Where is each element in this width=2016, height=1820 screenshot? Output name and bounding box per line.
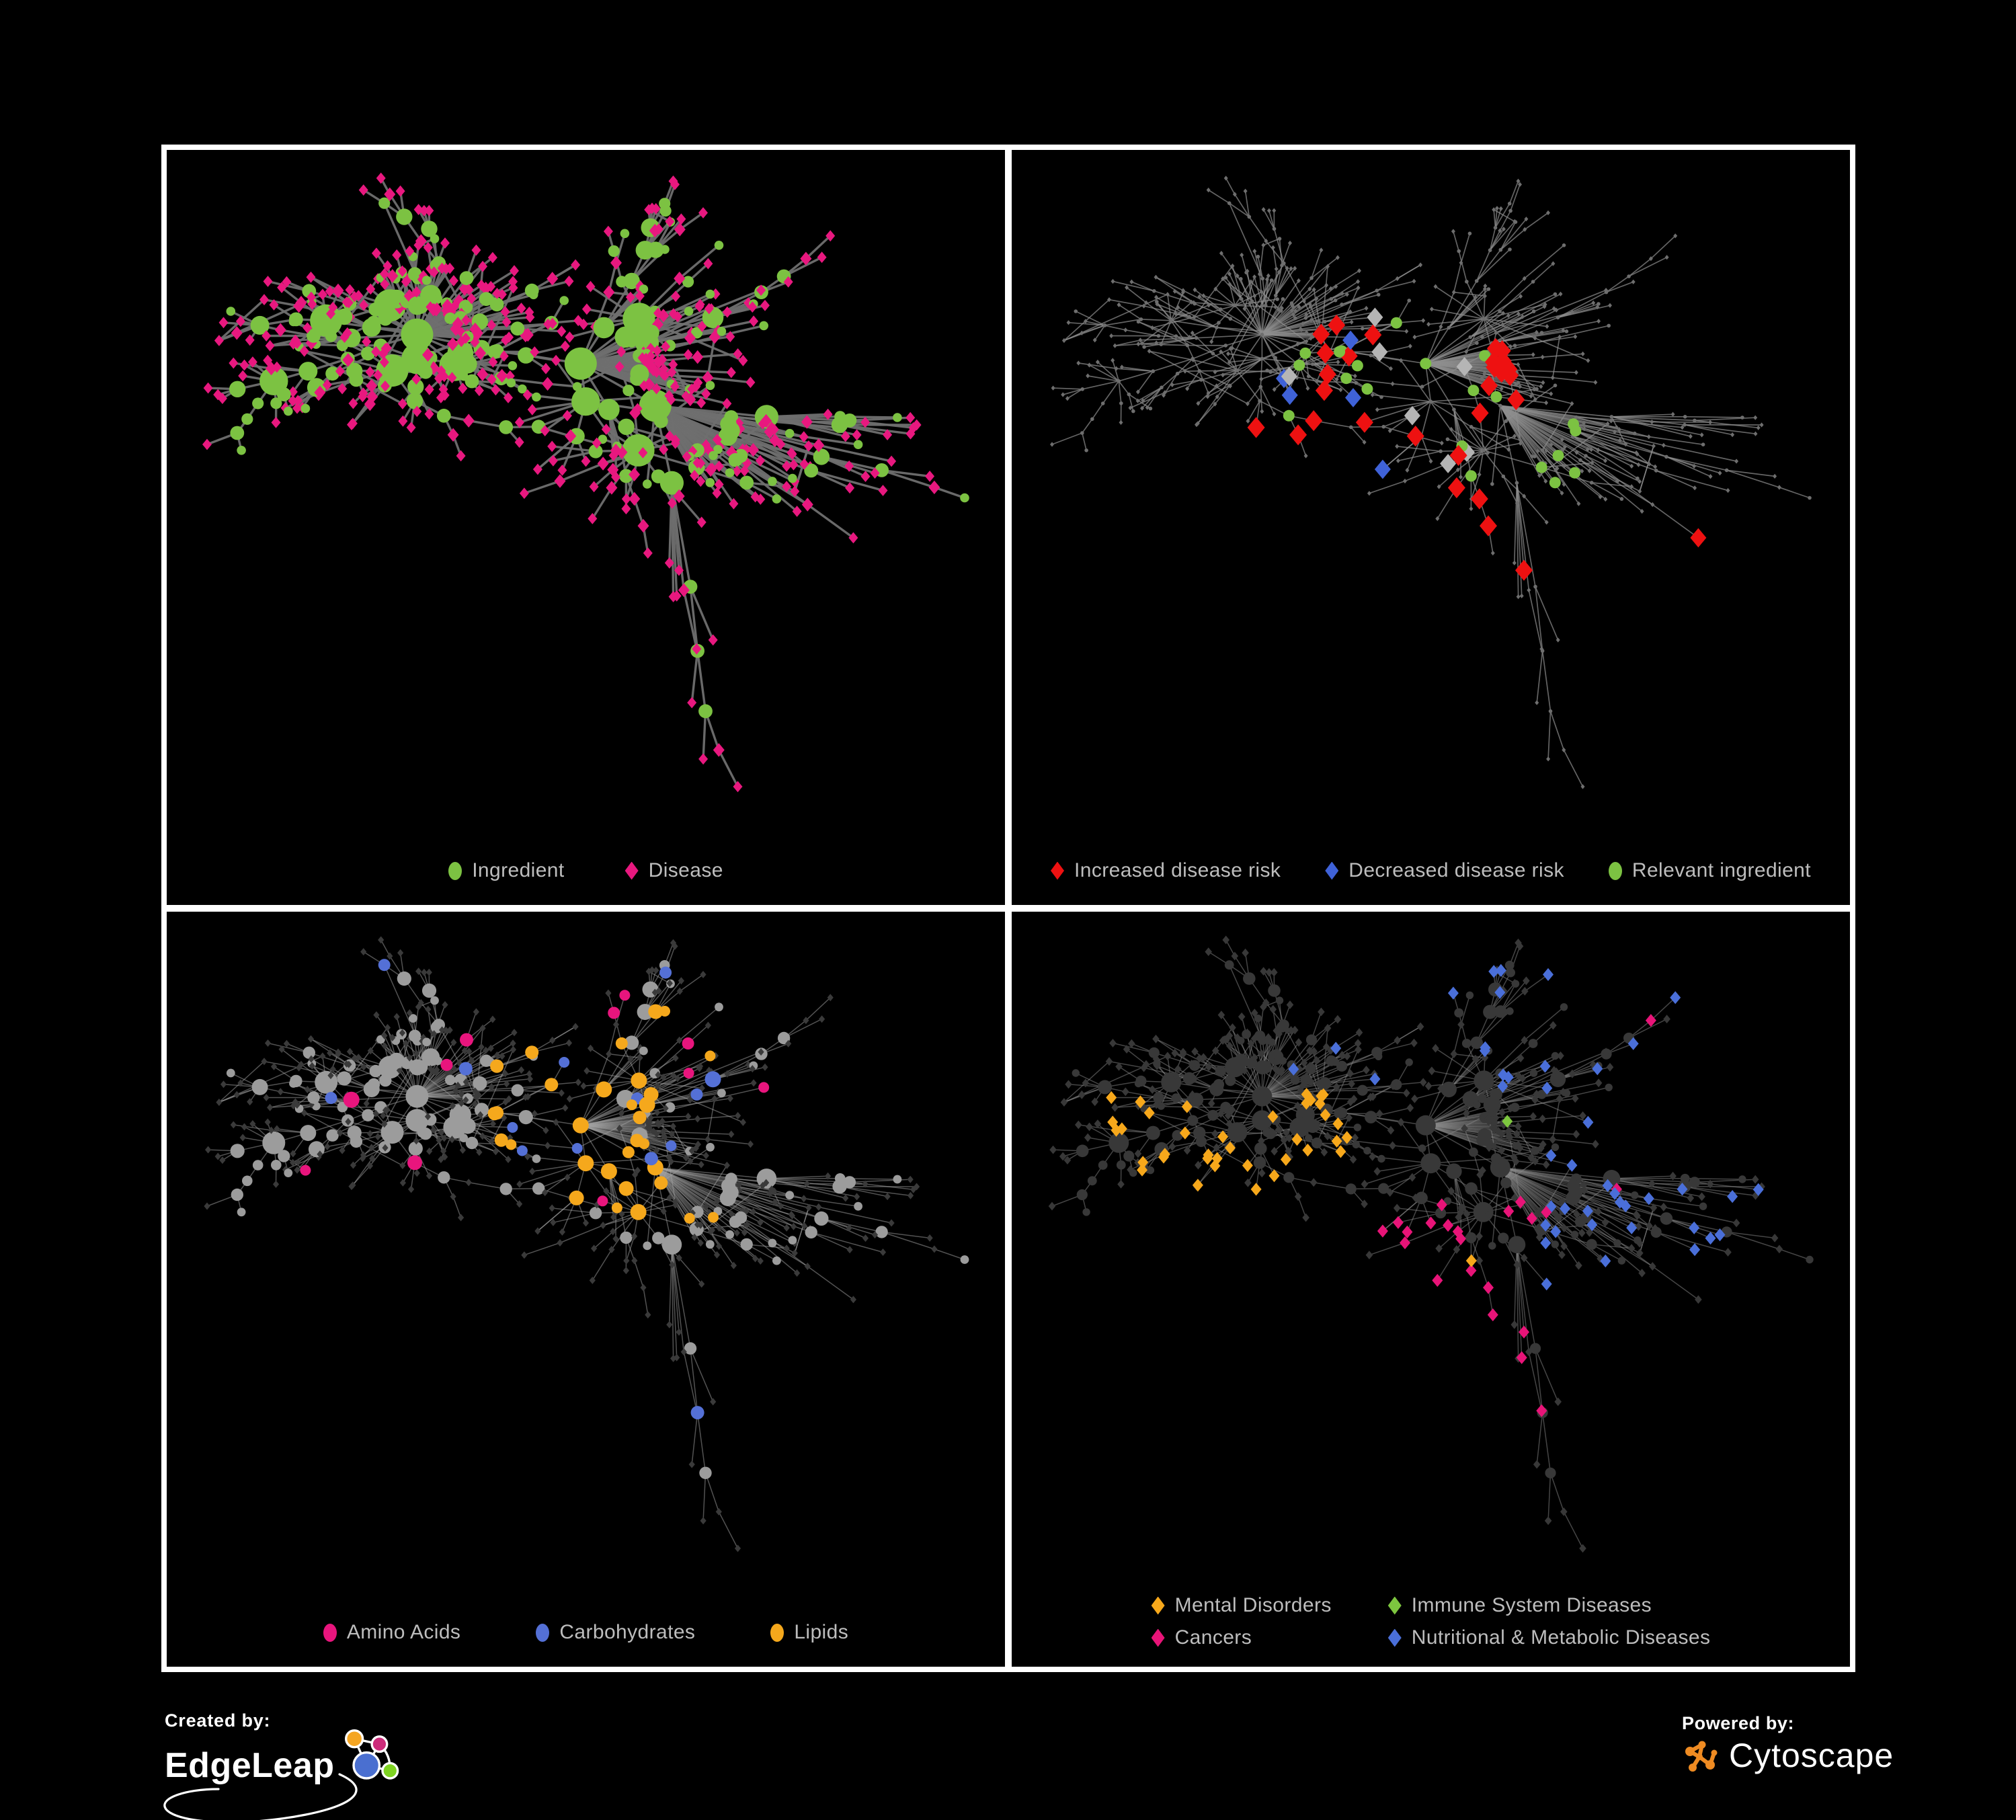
network-svg-disease-categories — [1048, 935, 1814, 1553]
legend-label: Cancers — [1174, 1626, 1252, 1649]
legend-item-mental-disorders: Mental Disorders — [1151, 1594, 1332, 1617]
diamond-marker-icon — [624, 861, 639, 880]
legend-item-nutritional-metabolic-diseases: Nutritional & Metabolic Diseases — [1387, 1626, 1711, 1649]
cytoscape-logo-icon — [1685, 1741, 1718, 1772]
legend-label: Relevant ingredient — [1631, 859, 1811, 881]
legend-label: Decreased disease risk — [1348, 859, 1564, 881]
network-disease-categories — [1012, 912, 1850, 1667]
legend-label: Amino Acids — [346, 1621, 461, 1643]
network-compound-classes — [167, 912, 1005, 1667]
created-by-block: Created by: EdgeLeap — [163, 1710, 406, 1820]
legend-label: Ingredient — [472, 859, 565, 881]
legend-item-disease: Disease — [624, 859, 723, 882]
created-by-label: Created by: — [165, 1710, 271, 1731]
legend-label: Increased disease risk — [1074, 859, 1281, 881]
network-disease-risk — [1012, 150, 1850, 905]
legend-item-amino-acids: Amino Acids — [323, 1621, 460, 1644]
network-svg-ingredient-disease — [202, 172, 969, 793]
legend-item-decreased-disease-risk: Decreased disease risk — [1325, 859, 1564, 882]
legend-label: Immune System Diseases — [1411, 1594, 1652, 1616]
cytoscape-brand-row: Cytoscape — [1682, 1737, 1894, 1774]
powered-by-label: Powered by: — [1682, 1713, 1795, 1733]
legend-item-ingredient: Ingredient — [448, 859, 564, 882]
network-svg-compound-classes — [204, 936, 969, 1552]
network-svg-disease-risk — [1050, 175, 1812, 789]
cytoscape-wordmark: Cytoscape — [1729, 1737, 1894, 1774]
circle-marker-icon — [323, 1623, 337, 1642]
powered-by-block: Powered by: Cytoscape — [1682, 1713, 1894, 1774]
legend-item-carbohydrates: Carbohydrates — [536, 1621, 695, 1644]
network-ingredient-disease — [167, 150, 1005, 905]
legend-item-relevant-ingredient: Relevant ingredient — [1608, 859, 1811, 882]
panel-compound-classes: Amino Acids Carbohydrates Lipids — [167, 912, 1005, 1667]
diamond-marker-icon — [1151, 1596, 1165, 1615]
circle-marker-icon — [448, 861, 462, 880]
diamond-marker-icon — [1387, 1596, 1402, 1615]
circle-marker-icon — [536, 1623, 550, 1642]
legend-label: Mental Disorders — [1174, 1594, 1332, 1616]
diamond-marker-icon — [1325, 861, 1339, 880]
legend-ingredient-disease: Ingredient Disease — [167, 859, 1005, 882]
diamond-marker-icon — [1387, 1628, 1402, 1647]
legend-compound-classes: Amino Acids Carbohydrates Lipids — [167, 1621, 1005, 1644]
edgeleap-wordmark: EdgeLeap — [165, 1746, 335, 1785]
panel-disease-risk: Increased disease risk Decreased disease … — [1012, 150, 1850, 905]
legend-label: Disease — [648, 859, 723, 881]
legend-label: Nutritional & Metabolic Diseases — [1411, 1626, 1711, 1649]
legend-item-lipids: Lipids — [770, 1621, 848, 1644]
legend-item-cancers: Cancers — [1151, 1626, 1332, 1649]
circle-marker-icon — [770, 1623, 784, 1642]
legend-disease-risk: Increased disease risk Decreased disease … — [1012, 859, 1850, 882]
legend-item-immune-system-diseases: Immune System Diseases — [1387, 1594, 1711, 1617]
panel-ingredient-disease: Ingredient Disease — [167, 150, 1005, 905]
legend-disease-categories: Mental Disorders Immune System Diseases Ca… — [1151, 1594, 1711, 1649]
panel-grid: Ingredient Disease Increased disease risk… — [161, 145, 1855, 1672]
legend-item-increased-disease-risk: Increased disease risk — [1051, 859, 1281, 882]
diamond-marker-icon — [1151, 1628, 1165, 1647]
edgeleap-logo-icon — [344, 1729, 399, 1780]
circle-marker-icon — [1608, 861, 1622, 880]
edgeleap-brand-row: EdgeLeap — [163, 1729, 406, 1820]
panel-disease-categories: Mental Disorders Immune System Diseases Ca… — [1012, 912, 1850, 1667]
legend-label: Carbohydrates — [559, 1621, 696, 1643]
diamond-marker-icon — [1051, 861, 1064, 880]
legend-label: Lipids — [794, 1621, 849, 1643]
